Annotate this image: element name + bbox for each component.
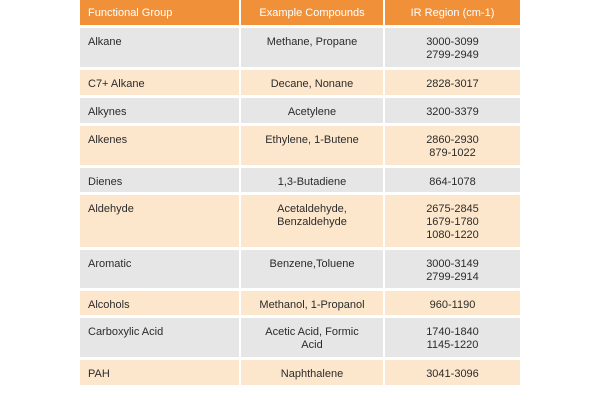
table-row: Aromatic Benzene,Toluene 3000-3149 2799-… [80, 248, 520, 291]
compounds-cell: Ethylene, 1-Butene [239, 124, 384, 168]
compound-text: Acid [301, 339, 323, 351]
compound-text: Acetic Acid, Formic [265, 326, 359, 338]
functional-group-cell: C7+ Alkane [80, 68, 240, 98]
compound-text: Ethylene, 1-Butene [265, 134, 359, 146]
ir-region-text: 879-1022 [429, 147, 476, 159]
table-row: Alkynes Acetylene 3200-3379 [80, 96, 520, 126]
header-ir-region: IR Region (cm-1) [383, 0, 520, 28]
ir-region-text: 3200-3379 [426, 106, 479, 118]
compound-text: 1,3-Butadiene [277, 176, 347, 188]
ir-region-text: 3000-3149 [426, 258, 479, 270]
table-row: Alcohols Methanol, 1-Propanol 960-1190 [80, 289, 520, 318]
ir-region-text: 864-1078 [429, 176, 476, 188]
table-row: PAH Naphthalene 3041-3096 [80, 358, 520, 388]
ir-region-cell: 3000-3099 2799-2949 [383, 26, 520, 70]
functional-group-cell: Aldehyde [80, 193, 240, 250]
functional-group-cell: Carboxylic Acid [80, 316, 240, 360]
ir-region-text: 2860-2930 [426, 134, 479, 146]
header-row: Functional Group Example Compounds IR Re… [80, 0, 520, 28]
header-functional-group: Functional Group [80, 0, 240, 28]
functional-group-cell: Alkane [80, 26, 240, 70]
header-example-compounds: Example Compounds [239, 0, 384, 28]
ir-region-text: 1145-1220 [426, 339, 479, 351]
table-row: C7+ Alkane Decane, Nonane 2828-3017 [80, 68, 520, 98]
compounds-cell: Methane, Propane [239, 26, 384, 70]
ir-region-text: 1080-1220 [426, 229, 479, 241]
compound-text: Benzene,Toluene [269, 258, 355, 270]
functional-group-cell: Aromatic [80, 248, 240, 291]
ir-region-cell: 864-1078 [383, 166, 520, 195]
ir-region-cell: 2828-3017 [383, 68, 520, 98]
ir-region-cell: 3041-3096 [383, 358, 520, 388]
ir-region-text: 2675-2845 [426, 203, 479, 215]
table-body: Alkane Methane, Propane 3000-3099 2799-2… [80, 26, 520, 388]
ir-region-text: 2828-3017 [426, 78, 479, 90]
functional-group-cell: Alcohols [80, 289, 240, 318]
compounds-cell: 1,3-Butadiene [239, 166, 384, 195]
compound-text: Decane, Nonane [270, 78, 354, 90]
functional-group-cell: PAH [80, 358, 240, 388]
ir-region-text: 3000-3099 [426, 36, 479, 48]
functional-group-cell: Dienes [80, 166, 240, 195]
compound-text: Naphthalene [280, 368, 344, 380]
ir-region-cell: 3200-3379 [383, 96, 520, 126]
compounds-cell: Decane, Nonane [239, 68, 384, 98]
ir-region-table: Functional Group Example Compounds IR Re… [80, 0, 520, 388]
ir-region-text: 2799-2949 [426, 49, 479, 61]
ir-region-text: 960-1190 [429, 299, 476, 311]
ir-region-text: 1679-1780 [426, 216, 479, 228]
table-row: Aldehyde Acetaldehyde, Benzaldehyde 2675… [80, 193, 520, 250]
ir-region-text: 3041-3096 [426, 368, 479, 380]
table-header: Functional Group Example Compounds IR Re… [80, 0, 520, 28]
compound-text: Benzaldehyde [277, 216, 347, 228]
compounds-cell: Methanol, 1-Propanol [239, 289, 384, 318]
functional-group-cell: Alkynes [80, 96, 240, 126]
ir-region-cell: 2675-2845 1679-1780 1080-1220 [383, 193, 520, 250]
ir-table-container: Functional Group Example Compounds IR Re… [80, 0, 520, 388]
compound-text: Acetaldehyde, [277, 203, 347, 215]
compound-text: Methane, Propane [266, 36, 358, 48]
ir-region-cell: 960-1190 [383, 289, 520, 318]
ir-region-cell: 1740-1840 1145-1220 [383, 316, 520, 360]
functional-group-cell: Alkenes [80, 124, 240, 168]
table-row: Alkenes Ethylene, 1-Butene 2860-2930 879… [80, 124, 520, 168]
table-row: Alkane Methane, Propane 3000-3099 2799-2… [80, 26, 520, 70]
ir-region-text: 1740-1840 [426, 326, 479, 338]
ir-region-cell: 3000-3149 2799-2914 [383, 248, 520, 291]
compounds-cell: Acetic Acid, Formic Acid [239, 316, 384, 360]
compound-text: Methanol, 1-Propanol [259, 299, 365, 311]
compounds-cell: Acetaldehyde, Benzaldehyde [239, 193, 384, 250]
compounds-cell: Benzene,Toluene [239, 248, 384, 291]
compound-text: Acetylene [287, 106, 337, 118]
table-row: Dienes 1,3-Butadiene 864-1078 [80, 166, 520, 195]
compounds-cell: Naphthalene [239, 358, 384, 388]
compounds-cell: Acetylene [239, 96, 384, 126]
table-row: Carboxylic Acid Acetic Acid, Formic Acid… [80, 316, 520, 360]
ir-region-text: 2799-2914 [426, 271, 479, 283]
ir-region-cell: 2860-2930 879-1022 [383, 124, 520, 168]
